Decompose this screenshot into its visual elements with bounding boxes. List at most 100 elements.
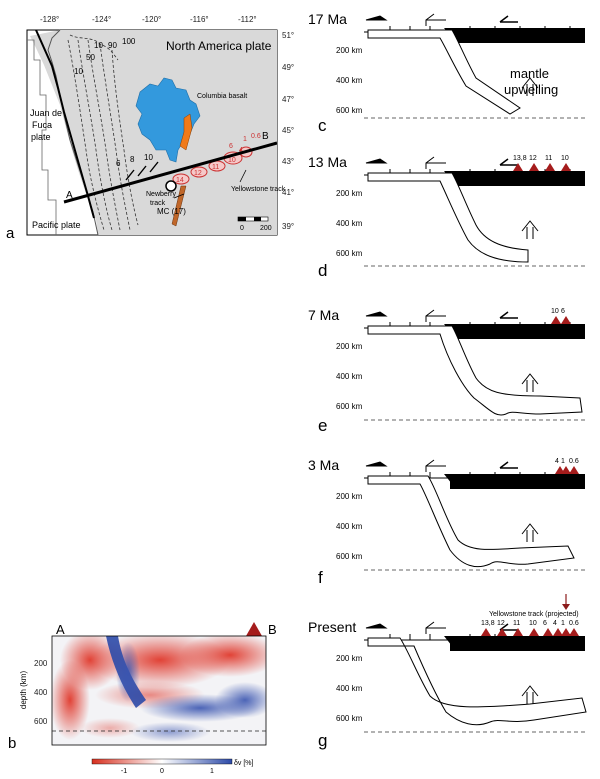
volcano-marker xyxy=(569,628,579,636)
ridge-arrow-icon xyxy=(425,13,446,26)
lon-tick: -116° xyxy=(190,15,209,24)
contour-label: 90 xyxy=(108,41,117,50)
lat-tick: 41° xyxy=(282,188,294,197)
depth-tick: 400 km xyxy=(336,76,363,85)
depth-tick: 600 xyxy=(34,717,48,726)
mantle-upwelling-label: upwelling xyxy=(504,82,558,97)
newberry-age: 6 xyxy=(116,159,121,168)
track-age: 1 xyxy=(243,136,247,143)
juan-de-fuca-label: Juan de xyxy=(30,108,62,118)
depth-tick: 400 xyxy=(34,688,48,697)
volcano-marker xyxy=(561,163,571,171)
lat-tick: 47° xyxy=(282,95,294,104)
colorbar xyxy=(91,758,233,765)
lon-tick: -112° xyxy=(238,15,257,24)
lon-tick: -120° xyxy=(142,15,161,24)
volcano-age-label: 1 xyxy=(561,620,565,627)
depth-tick: 400 km xyxy=(336,219,363,228)
track-age: 14 xyxy=(176,177,184,184)
scale-bar xyxy=(237,216,269,222)
volcano-marker xyxy=(569,466,579,474)
panel-letter: c xyxy=(318,116,327,135)
colorbar-label: δv [%] xyxy=(234,760,254,767)
panel-a-map: -128° -124° -120° -116° -112° 10 90 100 … xyxy=(6,15,294,242)
colorbar-tick: 0 xyxy=(160,768,164,775)
ridge-arrow-icon xyxy=(425,621,446,634)
depth-tick: 600 km xyxy=(336,402,363,411)
newberry-label: Newberry xyxy=(146,191,176,198)
mc-label: MC (17) xyxy=(157,207,186,216)
track-age: 12 xyxy=(194,170,202,177)
ridge-line xyxy=(27,39,57,235)
lat-tick: 45° xyxy=(282,126,294,135)
scale-label: 0 xyxy=(240,225,244,232)
age-label: Present xyxy=(308,619,356,635)
cross-section-f: 3 Ma 200 km 400 km 600 km 4 1 0.6 f xyxy=(308,457,585,587)
contour-label: 100 xyxy=(122,37,136,46)
columbia-basalt-label: Columbia basalt xyxy=(197,93,247,100)
depth-tick: 200 km xyxy=(336,654,363,663)
lat-tick: 49° xyxy=(282,63,294,72)
plate-wedge xyxy=(444,636,470,651)
depth-tick: 600 km xyxy=(336,714,363,723)
depth-tick: 600 km xyxy=(336,552,363,561)
mc-circle xyxy=(165,180,177,192)
volcano-age-label: 4 xyxy=(555,458,559,465)
track-age: 6 xyxy=(229,143,233,150)
volcano-age-label: 11 xyxy=(513,620,520,627)
arrow-right-icon xyxy=(365,623,388,629)
north-america-label: North America plate xyxy=(166,39,272,53)
pacific-plate-label: Pacific plate xyxy=(32,220,81,230)
cross-section-d: 13 Ma 200 km 400 km 600 km 13,8 12 11 10 d xyxy=(308,154,585,280)
slab-contours xyxy=(67,34,139,231)
upwelling-arrow-icon xyxy=(521,685,539,704)
overriding-plate xyxy=(450,171,585,186)
projected-arrowhead-icon xyxy=(562,604,570,610)
depth-tick: 200 xyxy=(34,659,48,668)
arrow-left-icon xyxy=(499,158,518,166)
newberry-age: 10 xyxy=(144,153,153,162)
volcano-age-label: 4 xyxy=(553,620,557,627)
contour-label: 50 xyxy=(86,53,95,62)
volcano-age-label: 13,8 xyxy=(481,620,495,627)
panel-letter: a xyxy=(6,225,15,242)
depth-tick: 400 km xyxy=(336,522,363,531)
juan-de-fuca-label: plate xyxy=(31,132,51,142)
ridge-arrow-icon xyxy=(425,309,446,322)
newberry-track-ticks xyxy=(125,161,159,181)
age-label: 7 Ma xyxy=(308,307,339,323)
volcano-marker xyxy=(513,163,523,171)
volcano-age-label: 12 xyxy=(497,620,505,627)
volcano-age-label: 0.6 xyxy=(569,458,579,465)
upwelling-arrow-icon xyxy=(521,77,539,96)
overriding-plate xyxy=(450,28,585,43)
upwelling-arrow-icon xyxy=(521,523,539,542)
panel-letter: f xyxy=(318,568,323,587)
overriding-plate xyxy=(450,474,585,489)
contour-label: 10 xyxy=(94,41,103,50)
volcano-age-label: 13,8 xyxy=(513,155,527,162)
volcano-age-label: 6 xyxy=(543,620,547,627)
panel-b-tomography: A B 200 400 600 depth (km) -1 0 xyxy=(8,622,277,775)
panel-letter: g xyxy=(318,731,327,750)
juan-de-fuca-label: Fuca xyxy=(32,120,52,130)
slab-outline xyxy=(367,29,521,115)
depth-tick: 200 km xyxy=(336,342,363,351)
cross-section-e: 7 Ma 200 km 400 km 600 km 10 6 e xyxy=(308,307,585,435)
section-line-ab xyxy=(63,141,278,204)
cross-section-g: Present 200 km 400 km 600 km 13,8 12 11 10 6 4 1 0.… xyxy=(308,594,587,750)
colorbar-tick: -1 xyxy=(121,768,127,775)
volcano-marker xyxy=(561,628,571,636)
volcano-marker xyxy=(561,316,571,324)
depth-tick: 600 km xyxy=(336,106,363,115)
arrow-right-icon xyxy=(365,15,388,21)
volcano-age-label: 0.6 xyxy=(569,620,579,627)
newberry-label: track xyxy=(150,200,166,207)
point-a-label: A xyxy=(66,190,73,201)
volcano-marker xyxy=(529,628,539,636)
lat-tick: 43° xyxy=(282,157,294,166)
depth-tick: 200 km xyxy=(336,46,363,55)
projected-label: Yellowstone track (projected) xyxy=(489,611,579,618)
